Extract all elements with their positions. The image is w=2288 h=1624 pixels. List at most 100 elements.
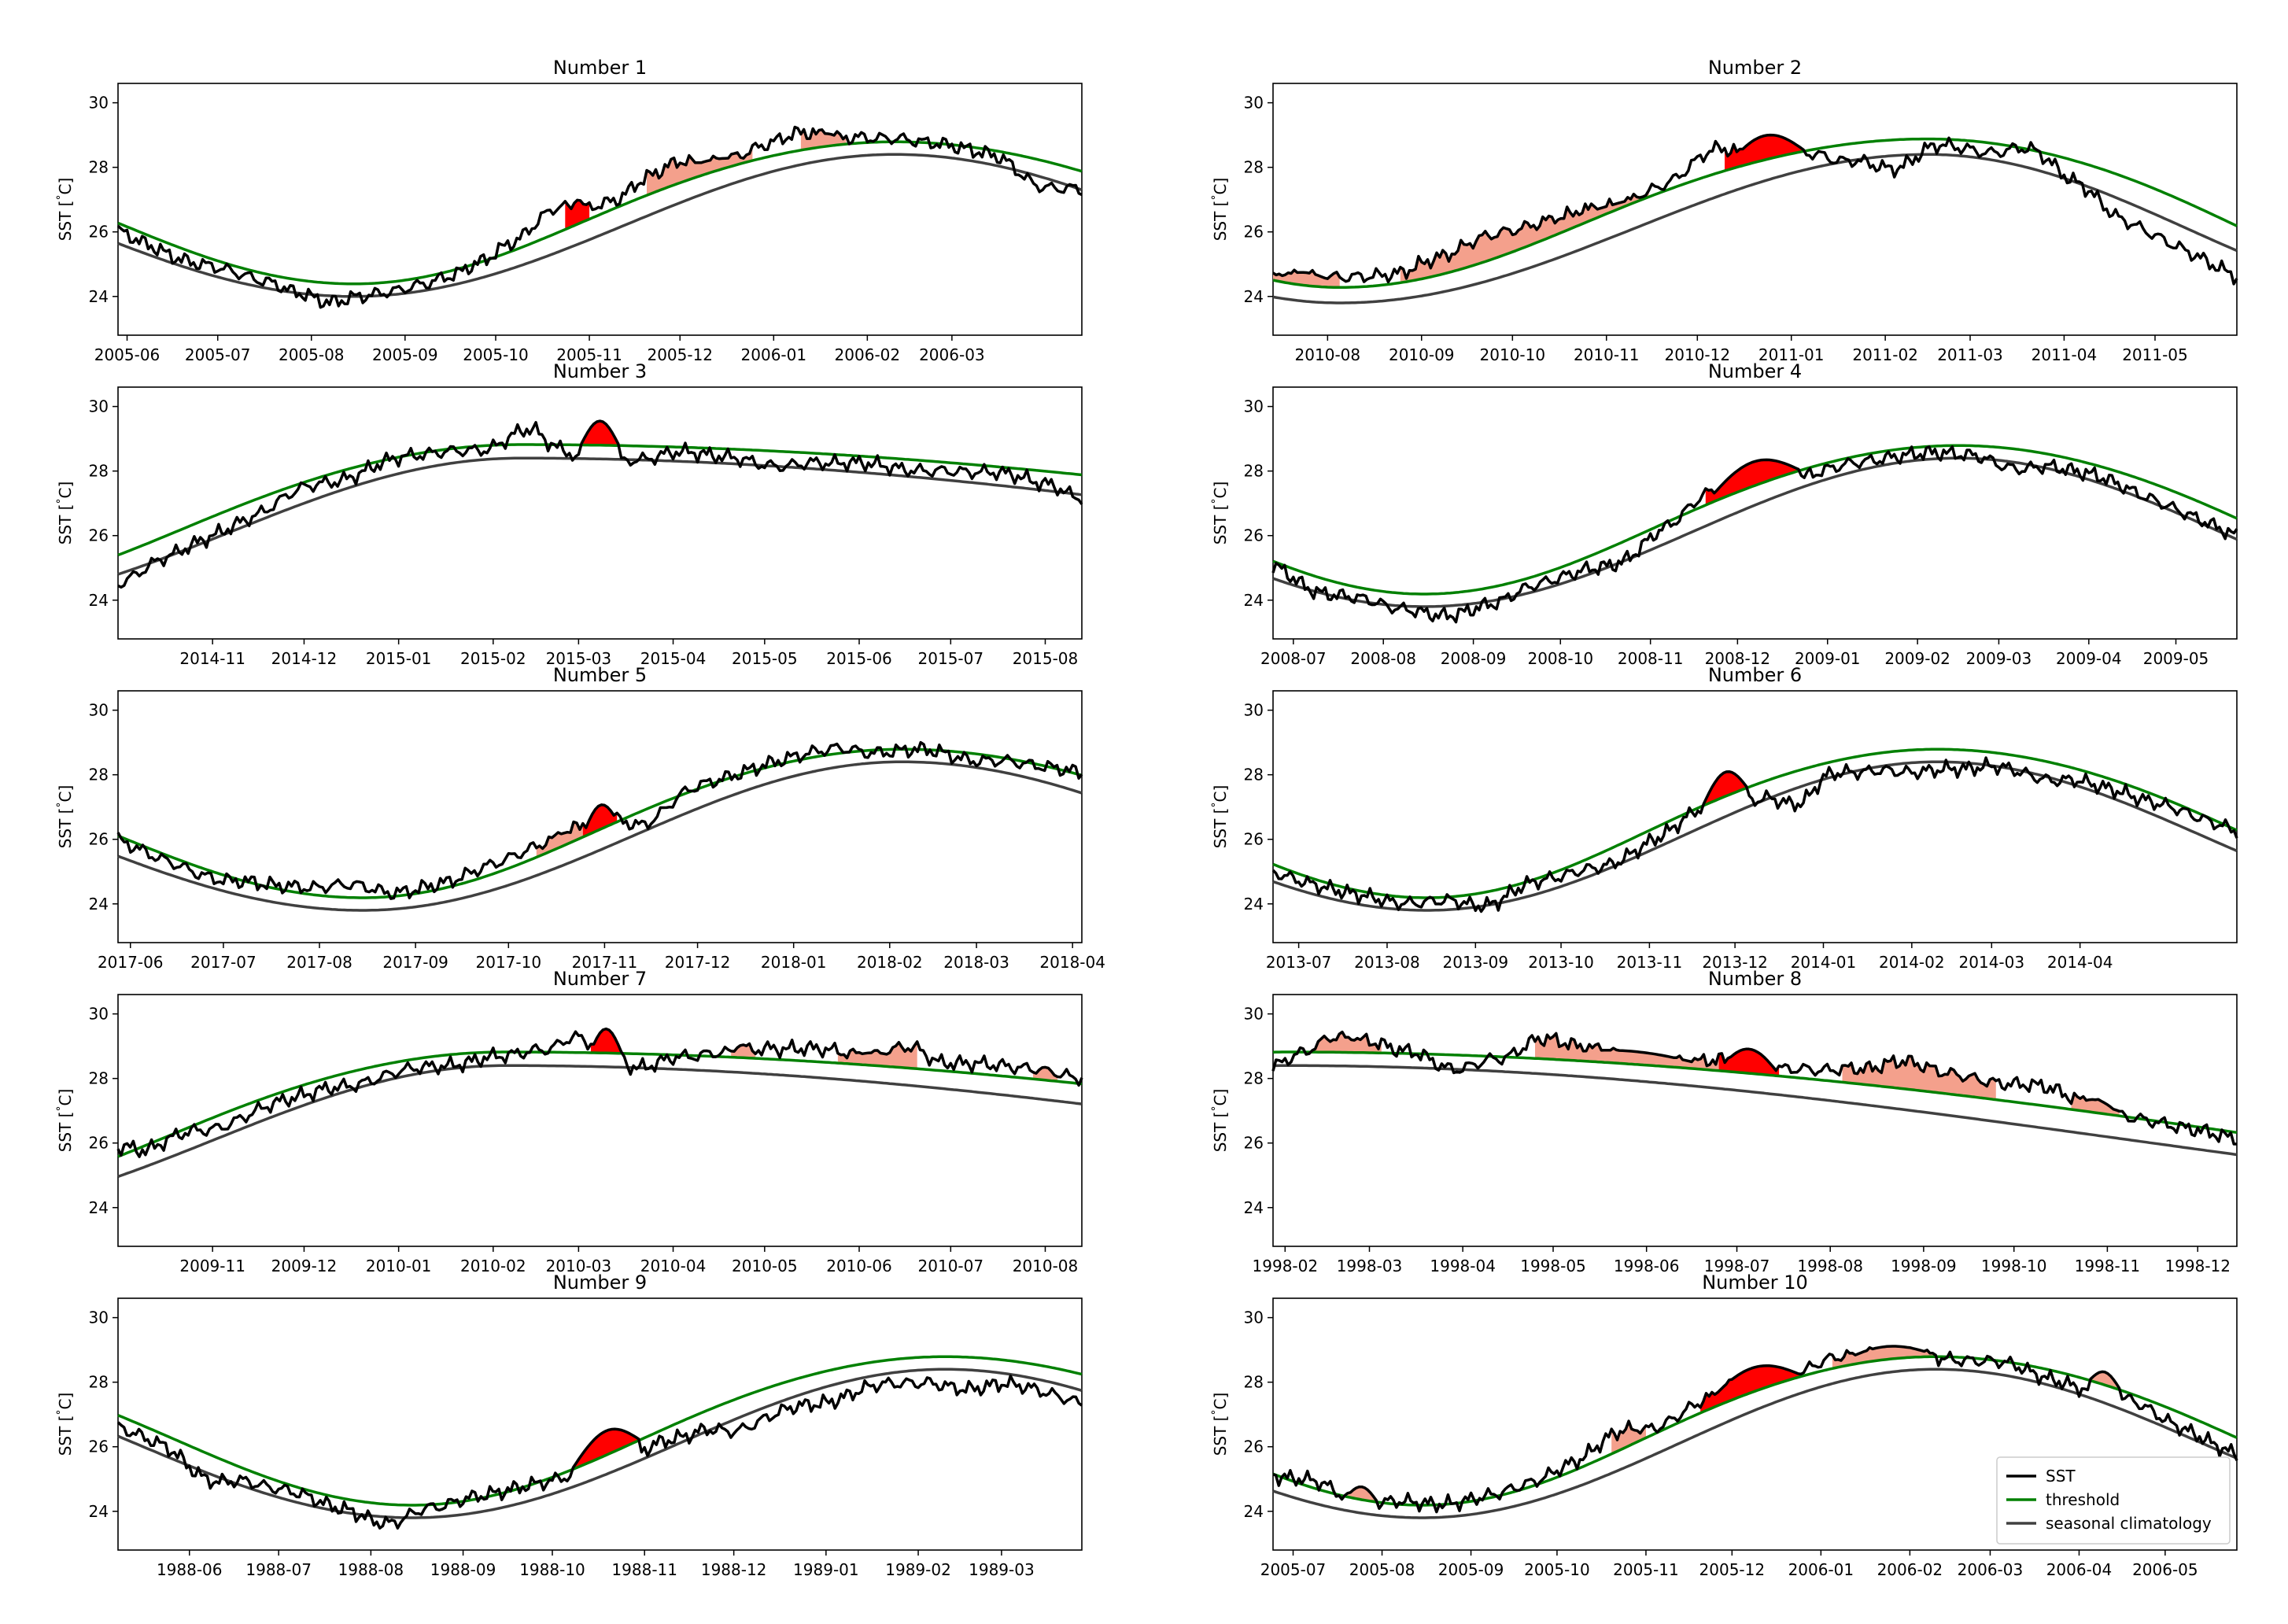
- xtick-label: 2005-11: [556, 345, 622, 364]
- xtick-label: 2010-02: [460, 1257, 526, 1275]
- y-axis-label: SST [°C]: [1210, 1089, 1230, 1153]
- ytick-label: 26: [89, 1438, 109, 1456]
- climatology-line: [1272, 1367, 2238, 1519]
- panel-title: Number 5: [553, 664, 647, 686]
- xtick-label: 2005-07: [185, 345, 251, 364]
- event-fill-2: [647, 145, 753, 196]
- xtick-label: 2010-12: [1665, 345, 1731, 364]
- ytick-label: 30: [1244, 397, 1264, 416]
- xtick-label: 2006-01: [741, 345, 807, 364]
- xtick-label: 2006-01: [1788, 1560, 1854, 1579]
- xtick-label: 2009-01: [1795, 649, 1861, 668]
- event-fill-2: [1400, 190, 1649, 283]
- ytick-label: 24: [1244, 287, 1264, 306]
- ytick-label: 28: [89, 766, 109, 784]
- ytick-label: 26: [89, 223, 109, 242]
- ytick-label: 30: [89, 701, 109, 720]
- xtick-label: 1989-01: [793, 1560, 859, 1579]
- xtick-label: 2014-12: [271, 649, 338, 668]
- xtick-label: 1988-10: [519, 1560, 585, 1579]
- ytick-label: 30: [89, 94, 109, 113]
- y-axis-label: SST [°C]: [55, 1089, 75, 1153]
- xtick-label: 2005-09: [1438, 1560, 1504, 1579]
- ytick-label: 26: [1244, 223, 1264, 242]
- event-fill-1: [590, 1028, 622, 1054]
- sst-line: [116, 740, 1083, 900]
- xtick-label: 1989-03: [969, 1560, 1035, 1579]
- panel-title: Number 3: [553, 360, 647, 382]
- ytick-label: 24: [89, 895, 109, 914]
- ytick-label: 28: [89, 1373, 109, 1392]
- y-axis-label: SST [°C]: [55, 178, 75, 242]
- threshold-line: [117, 140, 1083, 286]
- event-fills: [581, 421, 618, 446]
- xtick-label: 2006-04: [2046, 1560, 2113, 1579]
- ytick-label: 24: [89, 591, 109, 610]
- xtick-label: 2006-05: [2132, 1560, 2198, 1579]
- xtick-label: 2013-12: [1702, 953, 1768, 972]
- xtick-label: 1988-09: [430, 1560, 496, 1579]
- xtick-label: 2015-02: [460, 649, 526, 668]
- xtick-label: 2006-02: [835, 345, 901, 364]
- xtick-label: 2008-12: [1705, 649, 1771, 668]
- panel-5: 24 26 28 30 2017-06 2017-07 2017-08 2017-09 2017…: [55, 664, 1105, 972]
- xtick-label: 2010-07: [918, 1257, 984, 1275]
- ytick-label: 28: [1244, 766, 1264, 784]
- ytick-label: 30: [1244, 1005, 1264, 1024]
- ytick-label: 26: [1244, 830, 1264, 849]
- ytick-label: 24: [1244, 1502, 1264, 1521]
- y-axis-label: SST [°C]: [1210, 178, 1230, 242]
- panel-title: Number 6: [1708, 664, 1802, 686]
- xtick-label: 2010-03: [546, 1257, 612, 1275]
- threshold-line: [1272, 1050, 2238, 1135]
- xtick-label: 1988-12: [701, 1560, 767, 1579]
- panel-4: 24 26 28 30 2008-07 2008-08 2008-09 2008-10 2008…: [1210, 360, 2238, 668]
- panel-9: 24 26 28 30 1988-06 1988-07 1988-08 1988-09 1988…: [55, 1272, 1083, 1579]
- xtick-label: 2005-12: [647, 345, 713, 364]
- panel-2: 24 26 28 30 2010-08 2010-09 2010-10 2010-11 2010…: [1210, 57, 2238, 364]
- xtick-label: 2005-10: [1524, 1560, 1590, 1579]
- xtick-label: 2010-09: [1389, 345, 1455, 364]
- event-fill-2: [582, 804, 618, 837]
- ytick-label: 28: [89, 1069, 109, 1088]
- panel-title: Number 9: [553, 1272, 647, 1294]
- xtick-label: 2008-08: [1350, 649, 1416, 668]
- plot-frame: [1272, 386, 2238, 640]
- xtick-label: 1988-11: [611, 1560, 677, 1579]
- y-axis-label: SST [°C]: [1210, 482, 1230, 545]
- xtick-label: 2011-05: [2122, 345, 2188, 364]
- ytick-label: 24: [1244, 1198, 1264, 1217]
- legend-label: SST: [2046, 1467, 2076, 1486]
- threshold-line: [1272, 137, 2238, 290]
- xtick-label: 2005-08: [1349, 1560, 1415, 1579]
- xtick-label: 1998-09: [1891, 1257, 1957, 1275]
- xtick-label: 2006-03: [1958, 1560, 2024, 1579]
- xtick-label: 2015-07: [918, 649, 984, 668]
- xtick-label: 2017-11: [572, 953, 638, 972]
- ytick-label: 24: [89, 1198, 109, 1217]
- ytick-label: 30: [1244, 701, 1264, 720]
- event-fills: [1705, 460, 1799, 505]
- panel-title: Number 8: [1708, 968, 1802, 990]
- ytick-label: 28: [1244, 1069, 1264, 1088]
- y-axis-label: SST [°C]: [55, 1393, 75, 1456]
- ytick-label: 24: [1244, 895, 1264, 914]
- ytick-label: 30: [89, 1005, 109, 1024]
- ytick-label: 28: [89, 158, 109, 177]
- ytick-label: 26: [1244, 526, 1264, 545]
- xtick-label: 1998-10: [1981, 1257, 2047, 1275]
- xtick-label: 2018-02: [857, 953, 923, 972]
- threshold-line: [117, 443, 1083, 557]
- xtick-label: 2017-09: [382, 953, 448, 972]
- xtick-label: 2008-10: [1527, 649, 1593, 668]
- plot-frame: [117, 83, 1083, 336]
- event-fill-3: [1725, 135, 1804, 172]
- threshold-line: [117, 747, 1083, 899]
- xtick-label: 2014-01: [1791, 953, 1857, 972]
- event-fill-5: [2091, 1371, 2120, 1390]
- xtick-label: 2010-08: [1013, 1257, 1079, 1275]
- ytick-label: 28: [1244, 158, 1264, 177]
- panel-title: Number 1: [553, 57, 647, 79]
- xtick-label: 1998-08: [1797, 1257, 1863, 1275]
